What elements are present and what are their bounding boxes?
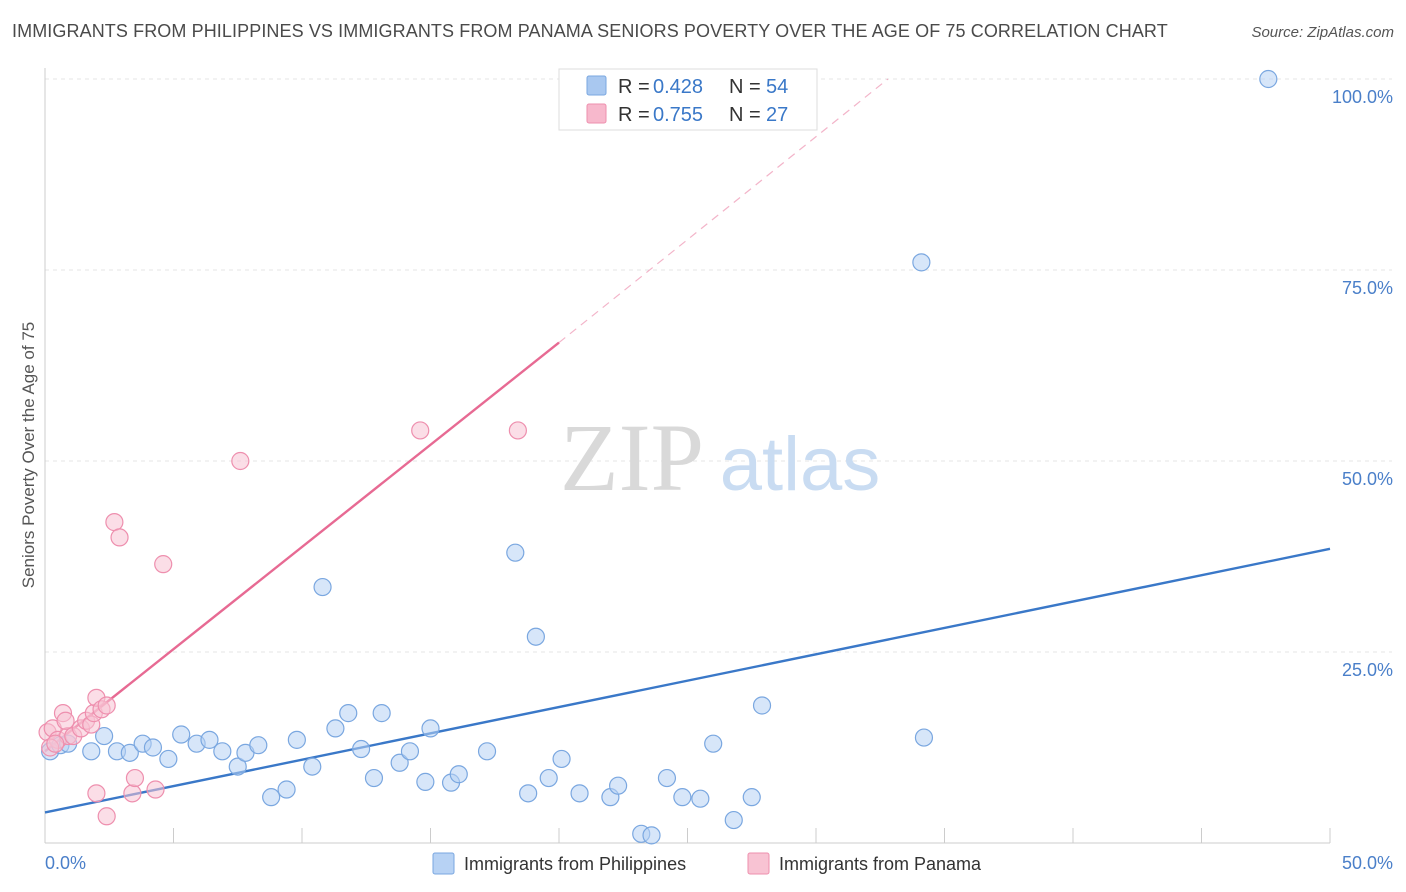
watermark-zip: ZIP bbox=[560, 404, 704, 511]
point-philippines bbox=[287, 730, 306, 749]
data-points bbox=[38, 69, 1278, 845]
watermark-atlas: atlas bbox=[720, 422, 881, 507]
point-philippines bbox=[506, 543, 525, 562]
point-panama bbox=[231, 451, 250, 471]
point-philippines bbox=[213, 742, 232, 761]
point-philippines bbox=[82, 742, 101, 761]
point-panama bbox=[125, 768, 145, 788]
legend-r-value-panama: 0.755 bbox=[653, 104, 703, 126]
legend-n-label-philippines: N = bbox=[729, 76, 761, 98]
trendline-extension bbox=[558, 78, 889, 344]
point-philippines bbox=[552, 749, 571, 769]
point-philippines bbox=[143, 738, 163, 757]
point-philippines bbox=[172, 725, 191, 744]
point-panama bbox=[411, 421, 430, 440]
legend-r-label-panama: R = bbox=[618, 104, 650, 126]
point-panama bbox=[154, 555, 173, 574]
x-tick-label-max: 50.0% bbox=[1342, 853, 1393, 873]
point-philippines bbox=[277, 780, 296, 799]
point-philippines bbox=[200, 730, 219, 749]
point-panama bbox=[123, 784, 142, 803]
point-philippines bbox=[364, 768, 384, 788]
point-panama bbox=[508, 421, 527, 440]
point-philippines bbox=[477, 742, 497, 761]
point-philippines bbox=[673, 788, 692, 807]
point-philippines bbox=[352, 739, 371, 759]
trendline bbox=[44, 547, 1331, 814]
trendline bbox=[44, 341, 560, 753]
point-philippines bbox=[372, 704, 391, 723]
point-philippines bbox=[1259, 69, 1278, 89]
legend-r-value-philippines: 0.428 bbox=[653, 76, 703, 98]
point-philippines bbox=[724, 810, 743, 830]
y-axis-label: Seniors Poverty Over the Age of 75 bbox=[19, 322, 38, 588]
point-philippines bbox=[421, 719, 440, 738]
tick-labels: 25.0% 50.0% 75.0% 100.0% 0.0% 50.0% bbox=[45, 87, 1393, 873]
point-philippines bbox=[326, 719, 345, 738]
legend-box: R = 0.428 N = 54 R = 0.755 N = 27 bbox=[558, 68, 818, 131]
point-panama bbox=[87, 784, 106, 803]
point-philippines bbox=[570, 784, 589, 803]
point-philippines bbox=[752, 696, 772, 715]
trendlines bbox=[44, 78, 1331, 814]
y-tick-label: 75.0% bbox=[1342, 278, 1393, 298]
point-philippines bbox=[519, 784, 538, 803]
legend-n-label-panama: N = bbox=[729, 104, 761, 126]
legend-n-value-philippines: 54 bbox=[766, 76, 788, 98]
point-philippines bbox=[249, 736, 268, 755]
bottom-legend-label-philippines: Immigrants from Philippines bbox=[464, 854, 686, 874]
point-philippines bbox=[526, 627, 545, 646]
point-panama bbox=[105, 513, 124, 532]
point-panama bbox=[97, 696, 116, 715]
point-philippines bbox=[742, 788, 761, 807]
point-philippines bbox=[159, 749, 178, 769]
point-philippines bbox=[120, 743, 139, 762]
grid-lines bbox=[45, 78, 1392, 653]
point-philippines bbox=[657, 768, 677, 788]
point-philippines bbox=[449, 765, 468, 784]
point-panama bbox=[56, 711, 75, 730]
point-panama bbox=[97, 807, 116, 826]
watermark: ZIP atlas bbox=[560, 404, 880, 511]
bottom-legend-swatch-panama bbox=[747, 852, 770, 875]
legend-swatch-panama bbox=[586, 103, 607, 124]
bottom-legend: Immigrants from Philippines Immigrants f… bbox=[432, 852, 982, 875]
point-philippines bbox=[313, 577, 332, 597]
point-panama bbox=[46, 734, 65, 753]
chart-title: IMMIGRANTS FROM PHILIPPINES VS IMMIGRANT… bbox=[12, 21, 1168, 41]
y-tick-label: 100.0% bbox=[1332, 87, 1393, 107]
point-panama bbox=[110, 528, 129, 547]
y-tick-label: 25.0% bbox=[1342, 660, 1393, 680]
axes bbox=[44, 68, 1331, 844]
legend-r-label-philippines: R = bbox=[618, 76, 650, 98]
point-philippines bbox=[691, 789, 710, 808]
point-philippines bbox=[390, 753, 409, 772]
point-philippines bbox=[339, 704, 358, 723]
point-philippines bbox=[416, 772, 435, 791]
point-philippines bbox=[95, 726, 114, 746]
point-philippines bbox=[303, 757, 322, 776]
bottom-legend-label-panama: Immigrants from Panama bbox=[779, 854, 982, 874]
x-tick-label-min: 0.0% bbox=[45, 853, 86, 873]
point-philippines bbox=[914, 728, 934, 747]
point-philippines bbox=[539, 768, 558, 788]
point-panama bbox=[146, 780, 165, 799]
legend-swatch-philippines bbox=[586, 75, 607, 96]
point-philippines bbox=[262, 788, 281, 807]
point-philippines bbox=[400, 742, 420, 761]
point-philippines bbox=[912, 253, 931, 272]
bottom-legend-swatch-philippines bbox=[432, 852, 455, 875]
source-label: Source: ZipAtlas.com bbox=[1251, 24, 1394, 41]
point-philippines bbox=[704, 734, 723, 753]
y-tick-label: 50.0% bbox=[1342, 469, 1393, 489]
point-philippines bbox=[609, 776, 628, 795]
point-philippines bbox=[228, 757, 247, 776]
legend-n-value-panama: 27 bbox=[766, 104, 788, 126]
point-philippines bbox=[642, 826, 661, 845]
